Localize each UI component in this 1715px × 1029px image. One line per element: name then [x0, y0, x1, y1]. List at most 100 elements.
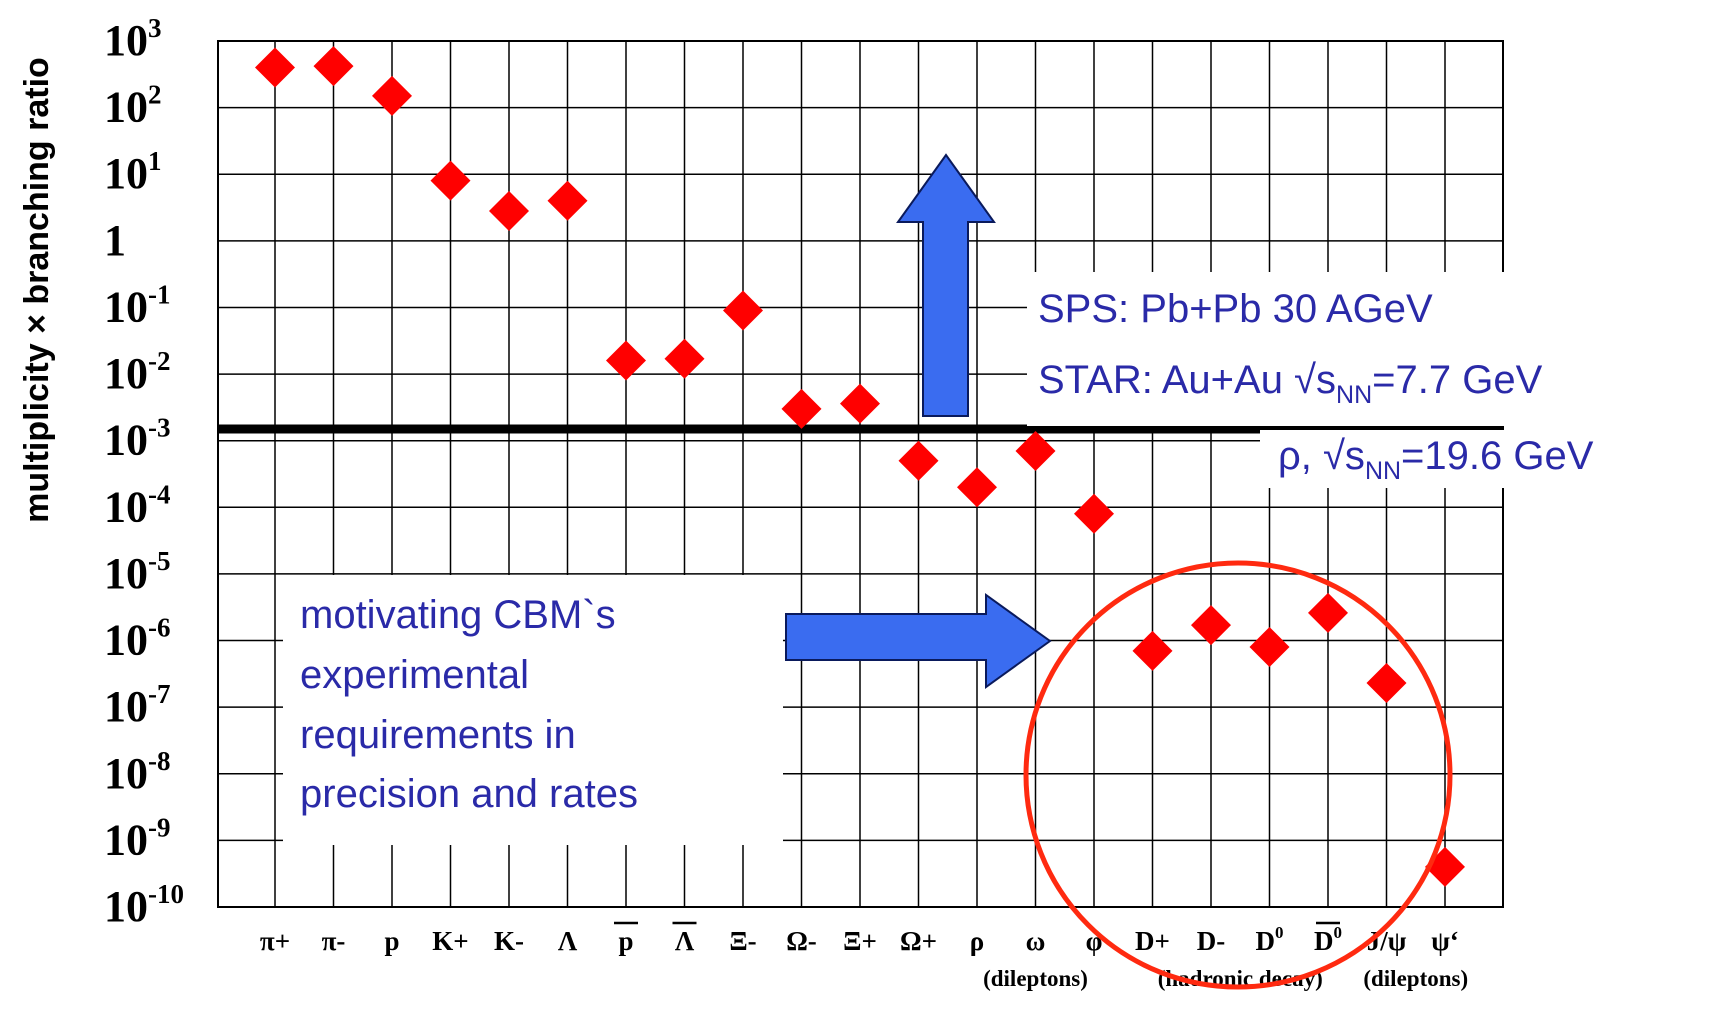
x-tick-text: π- — [322, 926, 346, 956]
y-tick-exponent: -1 — [148, 279, 171, 309]
x-tick-text: D+ — [1135, 926, 1170, 956]
y-tick-base: 10 — [104, 349, 148, 398]
data-point — [840, 383, 880, 424]
x-tick-main: p — [384, 926, 399, 956]
x-tick-superscript: 0 — [1275, 923, 1284, 942]
y-tick-base: 10 — [104, 416, 148, 465]
y-tick-base: 10 — [104, 83, 148, 132]
x-tick-label: π- — [322, 926, 346, 956]
motivation-line-3: requirements in — [300, 713, 576, 757]
y-tick-base: 10 — [104, 616, 148, 665]
y-axis-ticks: 103102101110-110-210-310-410-510-610-710… — [104, 13, 184, 931]
x-tick-label: p — [614, 921, 638, 956]
data-point — [1191, 605, 1231, 646]
x-tick-main: Λ — [675, 926, 695, 956]
y-tick-exponent: -3 — [148, 413, 171, 443]
x-tick-label: D0 — [1314, 921, 1342, 956]
x-tick-label: D- — [1197, 926, 1226, 956]
data-point — [664, 338, 705, 379]
data-point — [313, 46, 354, 87]
y-tick-base: 10 — [104, 682, 148, 731]
data-point — [547, 180, 588, 221]
y-tick-label: 10-6 — [104, 613, 171, 665]
y-tick-exponent: -2 — [148, 346, 171, 376]
y-tick-label: 10-5 — [104, 546, 171, 598]
y-tick-exponent: 1 — [148, 146, 162, 176]
x-tick-text: p — [384, 926, 399, 956]
y-tick-base: 10 — [104, 16, 148, 65]
x-tick-label: Λ — [672, 921, 697, 956]
y-tick-base: 10 — [104, 149, 148, 198]
y-tick-label: 10-4 — [104, 479, 171, 531]
x-tick-text: D- — [1197, 926, 1226, 956]
data-point — [372, 75, 412, 116]
data-point — [1132, 630, 1173, 671]
y-tick-exponent: 3 — [148, 13, 162, 43]
rho-annotation-box — [1260, 430, 1715, 488]
y-tick-base: 10 — [104, 549, 148, 598]
x-tick-main: D+ — [1135, 926, 1170, 956]
x-group-label: (dileptons) — [983, 966, 1088, 991]
data-point — [430, 160, 471, 201]
x-tick-label: ψ‘ — [1431, 926, 1459, 956]
x-tick-main: Ξ+ — [843, 926, 877, 956]
rho-prefix: ρ, √s — [1278, 434, 1365, 478]
data-point — [255, 47, 295, 88]
y-tick-base: 10 — [104, 815, 148, 864]
x-tick-main: D- — [1197, 926, 1226, 956]
x-tick-main: ψ‘ — [1431, 926, 1459, 956]
star-prefix: STAR: Au+Au √s — [1038, 358, 1336, 402]
x-tick-label: p — [384, 926, 399, 956]
y-tick-base: 10 — [104, 282, 148, 331]
x-tick-main: Ξ- — [729, 926, 756, 956]
y-tick-base: 10 — [104, 482, 148, 531]
x-tick-text: Λ — [675, 926, 695, 956]
rho-suffix: =19.6 GeV — [1401, 434, 1594, 478]
x-tick-label: Ξ- — [729, 926, 756, 956]
star-subscript: NN — [1336, 381, 1372, 409]
data-point — [606, 340, 646, 381]
rho-subscript: NN — [1365, 457, 1401, 485]
data-point — [1308, 592, 1348, 633]
data-point — [898, 440, 939, 481]
data-points — [255, 46, 1465, 887]
motivation-line-4: precision and rates — [300, 772, 638, 816]
data-point — [1015, 431, 1056, 472]
y-tick-exponent: -10 — [148, 879, 184, 909]
motivation-line-1: motivating CBM`s — [300, 593, 616, 637]
x-tick-text: K- — [494, 926, 524, 956]
x-tick-main: ω — [1026, 926, 1046, 956]
x-tick-label: K- — [494, 926, 524, 956]
data-point — [723, 290, 763, 331]
x-tick-label: K+ — [432, 926, 468, 956]
x-tick-text: Ω- — [786, 926, 817, 956]
x-tick-main: Ω- — [786, 926, 817, 956]
y-tick-label: 10-10 — [104, 879, 184, 931]
x-tick-main: π+ — [260, 926, 290, 956]
x-tick-main: p — [618, 926, 633, 956]
x-tick-main: K+ — [432, 926, 468, 956]
y-tick-label: 103 — [104, 13, 162, 65]
y-tick-exponent: -9 — [148, 812, 171, 842]
y-tick-label: 10-7 — [104, 679, 171, 731]
x-tick-text: p — [618, 926, 633, 956]
y-tick-label: 101 — [104, 146, 162, 198]
y-tick-base: 1 — [104, 216, 126, 265]
y-tick-label: 10-8 — [104, 746, 171, 798]
x-tick-label: ω — [1026, 926, 1046, 956]
x-tick-text: K+ — [432, 926, 468, 956]
x-tick-main: Λ — [558, 926, 578, 956]
data-point — [957, 467, 997, 508]
y-tick-exponent: -6 — [148, 613, 171, 643]
x-tick-label: Ξ+ — [843, 926, 877, 956]
y-tick-label: 102 — [104, 80, 162, 132]
y-tick-exponent: 2 — [148, 80, 162, 110]
star-annotation-box — [1027, 272, 1715, 426]
right-arrow-icon — [785, 593, 1052, 689]
x-tick-text: Ξ- — [729, 926, 756, 956]
x-tick-label: Λ — [558, 926, 578, 956]
y-tick-exponent: -8 — [148, 746, 171, 776]
x-tick-text: D0 — [1256, 923, 1284, 956]
